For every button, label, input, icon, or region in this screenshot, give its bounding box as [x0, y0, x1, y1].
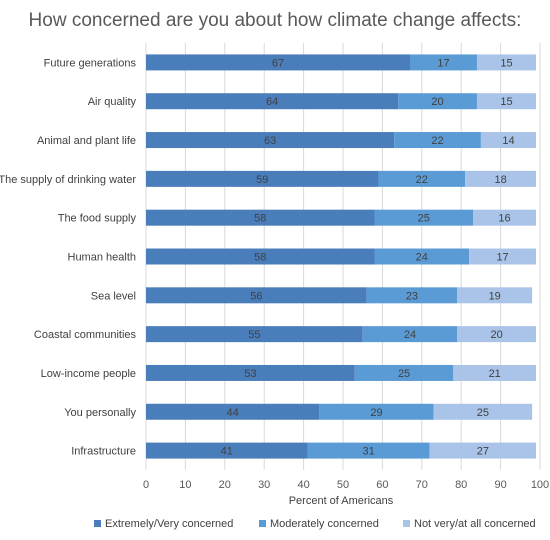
- data-label: 56: [250, 290, 262, 302]
- x-tick-label: 20: [219, 479, 231, 491]
- category-label: You personally: [64, 407, 136, 419]
- bar-segment: [146, 364, 355, 381]
- bar-segment: [465, 170, 537, 187]
- bar-segment: [480, 132, 537, 149]
- data-label: 25: [398, 368, 410, 380]
- bar-segment: [409, 54, 477, 71]
- bar-segment: [374, 209, 474, 226]
- bar-segment: [366, 287, 458, 304]
- data-label: 58: [254, 213, 266, 225]
- data-label: 29: [370, 407, 382, 419]
- data-label: 41: [221, 446, 233, 458]
- category-label: Human health: [68, 252, 137, 264]
- bar-segment: [476, 93, 537, 110]
- data-label: 16: [498, 213, 510, 225]
- bar-segment: [319, 403, 434, 420]
- data-label: 58: [254, 252, 266, 264]
- data-label: 44: [227, 407, 239, 419]
- legend-label: Not very/at all concerned: [414, 518, 536, 530]
- category-label: The supply of drinking water: [0, 174, 136, 186]
- category-label: Coastal communities: [34, 329, 137, 341]
- data-label: 17: [437, 57, 449, 69]
- bar-segment: [146, 442, 308, 459]
- data-label: 27: [477, 446, 489, 458]
- data-label: 20: [431, 96, 443, 108]
- data-label: 22: [416, 174, 428, 186]
- bar-segment: [457, 326, 537, 343]
- data-label: 55: [248, 329, 260, 341]
- data-label: 63: [264, 135, 276, 147]
- legend-label: Extremely/Very concerned: [105, 518, 233, 530]
- data-label: 17: [496, 252, 508, 264]
- bar-segment: [146, 209, 375, 226]
- bar-segment: [146, 287, 367, 304]
- bar-segment: [146, 93, 399, 110]
- legend-swatch: [259, 520, 266, 527]
- bar-segment: [362, 326, 458, 343]
- bar-segment: [394, 132, 481, 149]
- x-tick-label: 100: [531, 479, 549, 491]
- data-label: 22: [431, 135, 443, 147]
- data-label: 15: [500, 96, 512, 108]
- bar-segment: [469, 248, 537, 265]
- legend-swatch: [403, 520, 410, 527]
- category-label: The food supply: [58, 213, 137, 225]
- x-tick-label: 70: [416, 479, 428, 491]
- bar-segment: [307, 442, 430, 459]
- bar-segment: [146, 54, 410, 71]
- chart-title: How concerned are you about how climate …: [28, 10, 522, 31]
- data-label: 24: [404, 329, 416, 341]
- legend-swatch: [94, 520, 101, 527]
- category-label: Future generations: [44, 57, 137, 69]
- data-label: 20: [491, 329, 503, 341]
- bar-segment: [146, 403, 320, 420]
- x-tick-label: 10: [179, 479, 191, 491]
- bar-segment: [433, 403, 533, 420]
- category-label: Animal and plant life: [37, 135, 136, 147]
- x-tick-label: 60: [376, 479, 388, 491]
- data-label: 24: [416, 252, 428, 264]
- bar-segment: [146, 326, 363, 343]
- bar-segment: [146, 132, 395, 149]
- x-tick-label: 30: [258, 479, 270, 491]
- data-label: 25: [418, 213, 430, 225]
- bar-segment: [453, 364, 537, 381]
- bar-segment: [374, 248, 470, 265]
- x-axis-title: Percent of Americans: [289, 495, 394, 507]
- data-label: 67: [272, 57, 284, 69]
- bar-segment: [146, 248, 375, 265]
- bar-segment: [429, 442, 537, 459]
- data-label: 53: [244, 368, 256, 380]
- data-label: 14: [502, 135, 514, 147]
- data-label: 64: [266, 96, 278, 108]
- category-label: Air quality: [88, 96, 137, 108]
- bar-segment: [378, 170, 466, 187]
- bar-segment: [476, 54, 537, 71]
- bar-segment: [398, 93, 477, 110]
- bar-segment: [146, 170, 379, 187]
- bar-segment: [354, 364, 454, 381]
- legend-label: Moderately concerned: [270, 518, 379, 530]
- x-tick-label: 90: [494, 479, 506, 491]
- data-label: 23: [406, 290, 418, 302]
- x-tick-label: 80: [455, 479, 467, 491]
- category-label: Low-income people: [41, 368, 136, 380]
- bar-segment: [457, 287, 533, 304]
- bar-segment: [473, 209, 537, 226]
- x-tick-label: 40: [297, 479, 309, 491]
- data-label: 25: [477, 407, 489, 419]
- x-tick-label: 50: [337, 479, 349, 491]
- category-label: Infrastructure: [71, 446, 136, 458]
- data-label: 21: [489, 368, 501, 380]
- data-label: 19: [489, 290, 501, 302]
- category-label: Sea level: [91, 290, 136, 302]
- data-label: 18: [494, 174, 506, 186]
- data-label: 15: [500, 57, 512, 69]
- data-label: 59: [256, 174, 268, 186]
- x-tick-label: 0: [143, 479, 149, 491]
- data-label: 31: [362, 446, 374, 458]
